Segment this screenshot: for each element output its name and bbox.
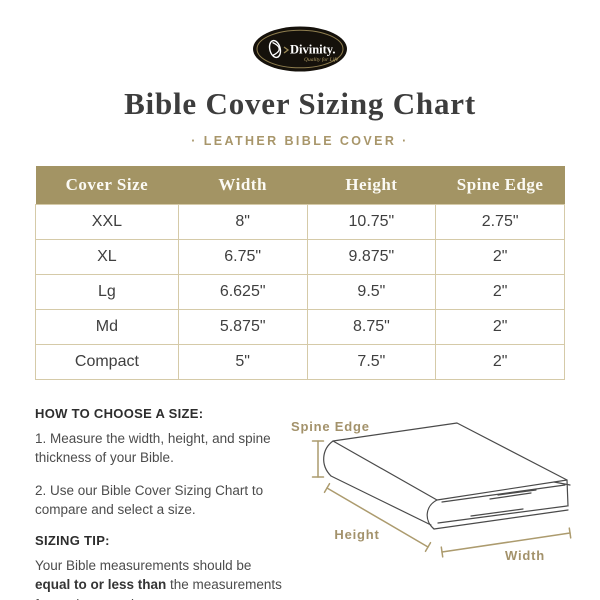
table-row: Compact 5" 7.5" 2" (35, 344, 565, 380)
cover-size-cell: XXL (35, 204, 179, 240)
cover-size-cell: Compact (35, 344, 179, 380)
height-cell: 10.75" (306, 204, 437, 240)
sizing-table: Cover Size Width Height Spine Edge XXL 8… (35, 166, 565, 380)
tip-text-after: the measurements for each cover size. (35, 577, 282, 600)
width-label: Width (505, 548, 545, 563)
table-row: XL 6.75" 9.875" 2" (35, 239, 565, 275)
height-label: Height (334, 527, 379, 542)
logo-oval: Divinity. Quality for Life (253, 26, 347, 72)
logo-oval-background (253, 26, 347, 72)
width-cell: 5" (177, 344, 308, 380)
table-header-row: Cover Size Width Height Spine Edge (35, 166, 565, 205)
table-row: XXL 8" 10.75" 2.75" (35, 204, 565, 240)
width-cell: 8" (177, 204, 308, 240)
cover-size-cell: Md (35, 309, 179, 345)
how-to-choose-heading: HOW TO CHOOSE A SIZE: (35, 406, 204, 421)
width-cell: 6.625" (177, 274, 308, 310)
tip-text-bold: equal to or less than (35, 577, 167, 593)
cover-size-cell: XL (35, 239, 179, 275)
divinity-logo: Divinity. Quality for Life (252, 26, 348, 77)
sizing-tip-heading: SIZING TIP: (35, 532, 110, 548)
column-header-width: Width (178, 166, 308, 205)
table-row: Md 5.875" 8.75" 2" (35, 309, 565, 345)
spine-edge-cell: 2" (435, 344, 565, 380)
tip-text-before: Your Bible measurements should be (35, 557, 252, 573)
sizing-tip-text: Your Bible measurements should be equal … (35, 556, 293, 600)
cover-size-cell: Lg (35, 274, 179, 310)
logo-brand-text: Divinity. (290, 43, 336, 57)
column-header-spine-edge: Spine Edge (435, 166, 565, 205)
height-cell: 8.75" (306, 309, 437, 345)
height-cell: 9.5" (306, 274, 437, 310)
page-subtitle: · LEATHER BIBLE COVER · (191, 134, 409, 148)
spine-edge-label: Spine Edge (291, 419, 370, 434)
spine-edge-cell: 2" (435, 309, 565, 345)
width-cell: 5.875" (177, 309, 308, 345)
page-title: Bible Cover Sizing Chart (124, 86, 476, 121)
table-row: Lg 6.625" 9.5" 2" (35, 274, 565, 310)
step-1-text: 1. Measure the width, height, and spine … (35, 431, 271, 466)
instructions-section: HOW TO CHOOSE A SIZE: 1. Measure the wid… (35, 406, 293, 600)
column-header-cover-size: Cover Size (35, 166, 179, 205)
spine-edge-cell: 2" (435, 274, 565, 310)
spine-edge-measure-line (311, 440, 325, 478)
spine-edge-cell: 2.75" (435, 204, 565, 240)
book-illustration (323, 422, 571, 530)
width-cell: 6.75" (177, 239, 308, 275)
height-cell: 7.5" (306, 344, 437, 380)
logo-gold-ring (256, 29, 344, 69)
width-measure-line (440, 527, 572, 558)
height-cell: 9.875" (306, 239, 437, 275)
spine-edge-cell: 2" (435, 239, 565, 275)
fish-icon (268, 39, 290, 59)
logo-tagline: Quality for Life (304, 56, 339, 63)
column-header-height: Height (307, 166, 436, 205)
step-2-text: 2. Use our Bible Cover Sizing Chart to c… (35, 482, 264, 518)
height-measure-line (323, 482, 432, 553)
book-diagram: Spine Edge Height Width (291, 419, 572, 563)
